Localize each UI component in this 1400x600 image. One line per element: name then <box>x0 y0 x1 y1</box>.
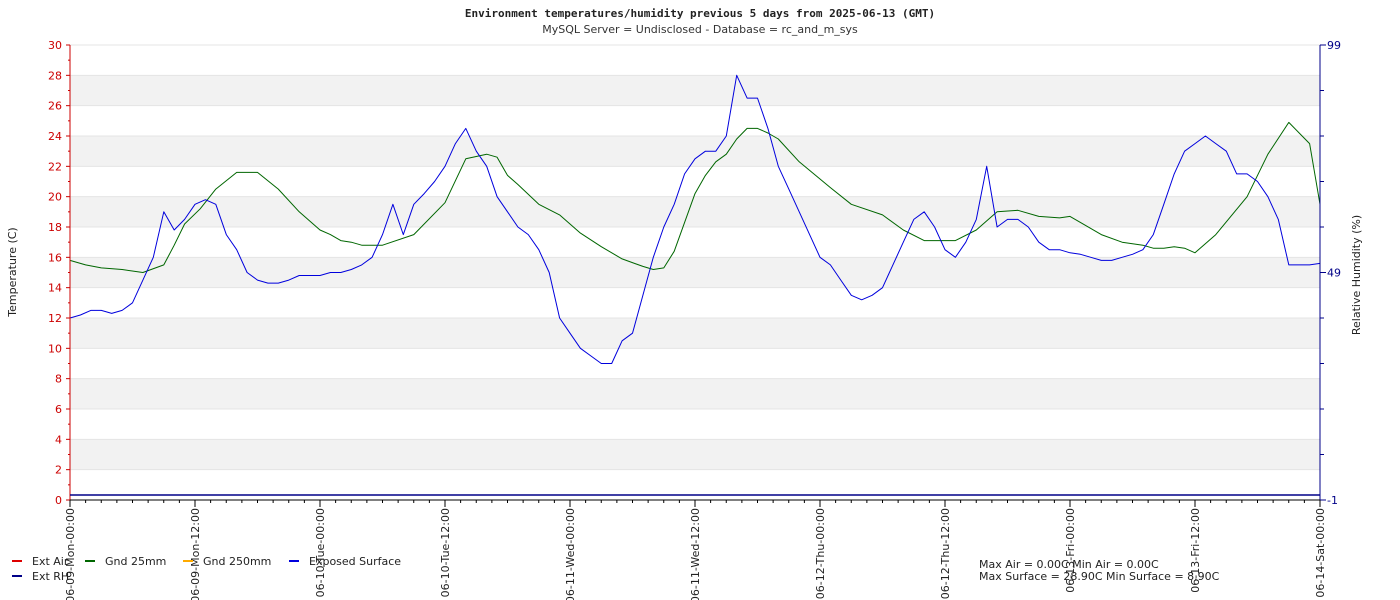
grid-band <box>70 75 1320 106</box>
background-bands <box>70 75 1320 470</box>
grid-band <box>70 136 1320 167</box>
legend: Ext Air Ext RH Gnd 25mm Gnd 250mm Exposed Su… <box>12 555 401 583</box>
gridlines <box>70 44 1320 501</box>
grid-band <box>70 257 1320 288</box>
y-tick-label: 0 <box>55 494 62 507</box>
legend-label: Ext Air <box>32 555 69 568</box>
grid-band <box>70 378 1320 409</box>
series-lines <box>69 74 1321 364</box>
y-tick-label: 24 <box>48 130 62 143</box>
y-axis-label: Temperature (C) <box>6 227 19 317</box>
chart-subtitle: MySQL Server = Undisclosed - Database = … <box>542 23 858 36</box>
y-tick-label: 28 <box>48 69 62 82</box>
y-tick-label: 18 <box>48 221 62 234</box>
y-tick-label: 16 <box>48 251 62 264</box>
x-tick-label: 06-11-Wed-00:00 <box>564 508 577 600</box>
y2-axis-label: Relative Humidity (%) <box>1350 215 1363 335</box>
x-tick-label: 06-12-Thu-00:00 <box>814 508 827 599</box>
grid-band <box>70 439 1320 470</box>
grid-band <box>70 196 1320 227</box>
x-tick-label: 06-13-Fri-00:00 <box>1064 508 1077 593</box>
y-tick-label: 20 <box>48 191 62 204</box>
legend-label: Gnd 25mm <box>105 555 166 568</box>
legend-label: Gnd 250mm <box>203 555 271 568</box>
y2-tick-label: 99 <box>1327 39 1341 52</box>
y-tick-label: 6 <box>55 403 62 416</box>
y-tick-label: 22 <box>48 160 62 173</box>
grid-band <box>70 318 1320 349</box>
legend-label: Exposed Surface <box>309 555 401 568</box>
y2-axis-ticks: -1 49 99 <box>1320 39 1341 507</box>
y2-tick-label: -1 <box>1327 494 1338 507</box>
y-tick-label: 10 <box>48 342 62 355</box>
y-tick-label: 4 <box>55 433 62 446</box>
x-tick-label: 06-11-Wed-12:00 <box>689 508 702 600</box>
x-tick-label: 06-09-Mon-00:00 <box>64 508 77 600</box>
x-tick-label: 06-10-Tue-12:00 <box>439 508 452 597</box>
legend-label: Ext RH <box>32 570 69 583</box>
x-tick-label: 06-12-Thu-12:00 <box>939 508 952 599</box>
y-tick-label: 30 <box>48 39 62 52</box>
chart-title: Environment temperatures/humidity previo… <box>465 7 935 20</box>
x-tick-label: 06-09-Mon-12:00 <box>189 508 202 600</box>
y2-tick-label: 49 <box>1327 267 1341 280</box>
x-tick-label: 06-13-Fri-12:00 <box>1189 508 1202 593</box>
y-tick-label: 26 <box>48 100 62 113</box>
x-tick-label: 06-10-Tue-00:00 <box>314 508 327 597</box>
series-line-gnd-25mm <box>69 121 1321 273</box>
y-tick-label: 8 <box>55 373 62 386</box>
stats-air: Max Air = 0.00C Min Air = 0.00C <box>979 558 1159 571</box>
stats-surface: Max Surface = 28.90C Min Surface = 8.90C <box>979 570 1220 583</box>
y-tick-label: 12 <box>48 312 62 325</box>
x-axis-ticks: 06-09-Mon-00:00 06-09-Mon-12:00 06-10-Tue-… <box>64 500 1327 600</box>
series-line-exposed-surface <box>69 74 1321 364</box>
x-tick-label: 06-14-Sat-00:00 <box>1314 508 1327 598</box>
y-tick-label: 14 <box>48 282 62 295</box>
y-tick-label: 2 <box>55 464 62 477</box>
